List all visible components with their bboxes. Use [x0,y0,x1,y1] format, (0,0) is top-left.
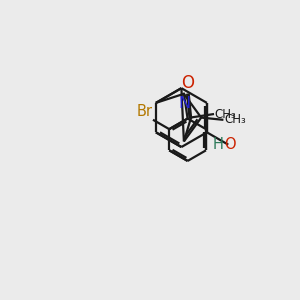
Text: CH₃: CH₃ [215,108,236,121]
Text: N: N [178,96,190,111]
Text: Br: Br [136,104,152,119]
Text: O: O [224,136,236,152]
Text: O: O [181,74,194,92]
Text: CH₃: CH₃ [224,113,246,126]
Text: H: H [213,136,224,152]
